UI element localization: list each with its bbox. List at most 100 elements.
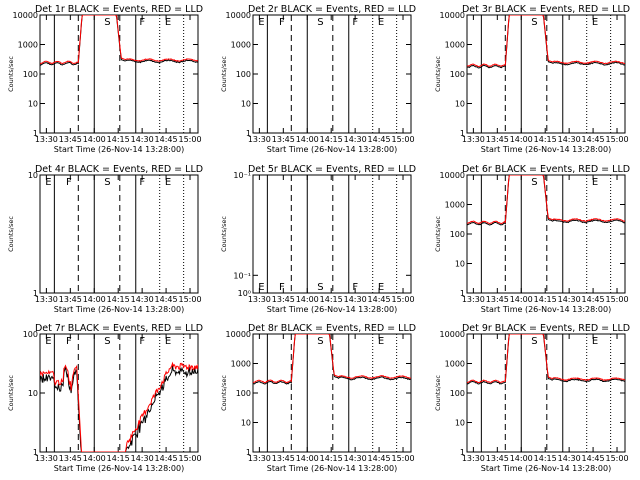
x-tick-label: 14:00 — [83, 454, 106, 463]
y-tick-label: 100 — [450, 70, 465, 79]
panel-det-2: Det 2r BLACK = Events, RED = LLD 13:30 13:… — [220, 4, 416, 154]
panel-title: Det 6r BLACK = Events, RED = LLD — [462, 164, 630, 175]
x-tick-label: 14:15 — [320, 135, 343, 144]
panel-det-5: Det 5r BLACK = Events, RED = LLD 13:30 13:… — [220, 164, 416, 314]
event-label: E — [592, 336, 598, 347]
y-tick-label: 10 — [241, 419, 251, 428]
x-axis-label: Start Time (26-Nov-14 13:28:00) — [481, 145, 611, 154]
x-tick-label: 13:30 — [462, 295, 485, 304]
x-tick-label: 14:30 — [131, 295, 154, 304]
plot-frame — [39, 333, 199, 453]
x-tick-label: 14:15 — [107, 135, 130, 144]
x-tick-label: 14:45 — [155, 295, 178, 304]
x-tick-label: 14:30 — [558, 135, 581, 144]
event-label: E — [258, 282, 264, 293]
series-lld — [253, 334, 411, 384]
event-label: E — [592, 17, 598, 28]
event-label: S — [104, 177, 110, 188]
y-tick-label: 100 — [450, 389, 465, 398]
event-label: F — [352, 282, 358, 293]
panel-det-9: Det 9r BLACK = Events, RED = LLD 13:30 13:… — [434, 323, 630, 473]
y-tick-label: 10000 — [13, 11, 38, 20]
panel-det-6: Det 6r BLACK = Events, RED = LLD 13:30 13:… — [434, 164, 630, 314]
plot-frame — [39, 174, 199, 294]
y-tick-label: 1 — [246, 129, 251, 138]
y-axis-label: Counts/sec — [220, 375, 228, 411]
x-axis-label: Start Time (26-Nov-14 13:28:00) — [481, 464, 611, 473]
event-label: E — [45, 177, 51, 188]
x-tick-label: 15:00 — [391, 454, 414, 463]
event-label: F — [66, 177, 72, 188]
event-label: E — [165, 177, 171, 188]
x-tick-label: 13:30 — [462, 135, 485, 144]
x-tick-label: 14:45 — [368, 454, 391, 463]
x-tick-label: 14:30 — [131, 454, 154, 463]
event-label: S — [317, 336, 323, 347]
series-lld — [467, 334, 625, 384]
event-label: S — [104, 336, 110, 347]
plot-frame — [39, 14, 199, 134]
x-tick-label: 14:30 — [131, 135, 154, 144]
y-tick-label: 1 — [33, 448, 38, 457]
x-tick-label: 14:00 — [510, 295, 533, 304]
x-tick-label: 14:45 — [155, 454, 178, 463]
x-tick-label: 14:00 — [83, 135, 106, 144]
y-tick-label: 100 — [236, 70, 251, 79]
y-tick-label: 1000 — [231, 360, 251, 369]
x-tick-label: 13:45 — [59, 454, 82, 463]
x-tick-label: 14:45 — [582, 454, 605, 463]
x-axis-label: Start Time (26-Nov-14 13:28:00) — [267, 305, 397, 314]
series-lld — [467, 175, 625, 225]
panel-title: Det 4r BLACK = Events, RED = LLD — [35, 164, 203, 175]
y-tick-label: 100 — [450, 230, 465, 239]
x-axis-label: Start Time (26-Nov-14 13:28:00) — [267, 464, 397, 473]
x-tick-label: 15:00 — [605, 135, 628, 144]
plot-frame — [466, 333, 626, 453]
x-tick-label: 15:00 — [605, 295, 628, 304]
panel-det-3: Det 3r BLACK = Events, RED = LLD 13:30 13:… — [434, 4, 630, 154]
y-axis-label: Counts/sec — [434, 375, 442, 411]
y-tick-label: 1 — [246, 448, 251, 457]
x-tick-label: 15:00 — [178, 135, 201, 144]
y-tick-label: 10⁻¹ — [233, 171, 251, 180]
y-tick-label: 10 — [28, 171, 38, 180]
x-tick-label: 13:45 — [486, 135, 509, 144]
x-axis-label: Start Time (26-Nov-14 13:28:00) — [267, 145, 397, 154]
x-tick-label: 14:00 — [510, 454, 533, 463]
y-axis-label: Counts/sec — [220, 56, 228, 92]
y-tick-label: 1000 — [445, 360, 465, 369]
y-tick-label: 10 — [455, 100, 465, 109]
x-tick-label: 14:30 — [558, 295, 581, 304]
plot-frame — [466, 14, 626, 134]
event-label: E — [378, 282, 384, 293]
y-tick-label: 10⁻¹ — [233, 271, 251, 280]
x-tick-label: 14:30 — [344, 135, 367, 144]
event-label: F — [279, 282, 285, 293]
series-events — [40, 365, 198, 452]
x-tick-label: 13:45 — [272, 135, 295, 144]
x-tick-label: 15:00 — [391, 135, 414, 144]
event-label: E — [45, 336, 51, 347]
x-tick-label: 14:00 — [296, 135, 319, 144]
y-axis-label: Counts/sec — [7, 216, 15, 252]
x-tick-label: 13:45 — [59, 135, 82, 144]
x-tick-label: 13:45 — [59, 295, 82, 304]
y-tick-label: 1 — [460, 448, 465, 457]
panel-title: Det 7r BLACK = Events, RED = LLD — [35, 323, 203, 334]
y-axis-label: Counts/sec — [434, 216, 442, 252]
y-tick-label: 10000 — [440, 11, 465, 20]
x-tick-label: 14:15 — [320, 454, 343, 463]
series-lld — [40, 361, 198, 452]
x-tick-label: 14:15 — [534, 295, 557, 304]
panel-det-7: Det 7r BLACK = Events, RED = LLD 13:30 13:… — [7, 323, 203, 473]
panel-det-4: Det 4r BLACK = Events, RED = LLD 13:30 13:… — [7, 164, 203, 314]
x-tick-label: 15:00 — [178, 295, 201, 304]
y-axis-label: Counts/sec — [220, 216, 228, 252]
x-axis-label: Start Time (26-Nov-14 13:28:00) — [481, 305, 611, 314]
x-tick-label: 13:45 — [486, 454, 509, 463]
panel-title: Det 2r BLACK = Events, RED = LLD — [248, 4, 416, 15]
x-tick-label: 13:30 — [248, 454, 271, 463]
event-label: E — [592, 177, 598, 188]
event-label: E — [258, 17, 264, 28]
